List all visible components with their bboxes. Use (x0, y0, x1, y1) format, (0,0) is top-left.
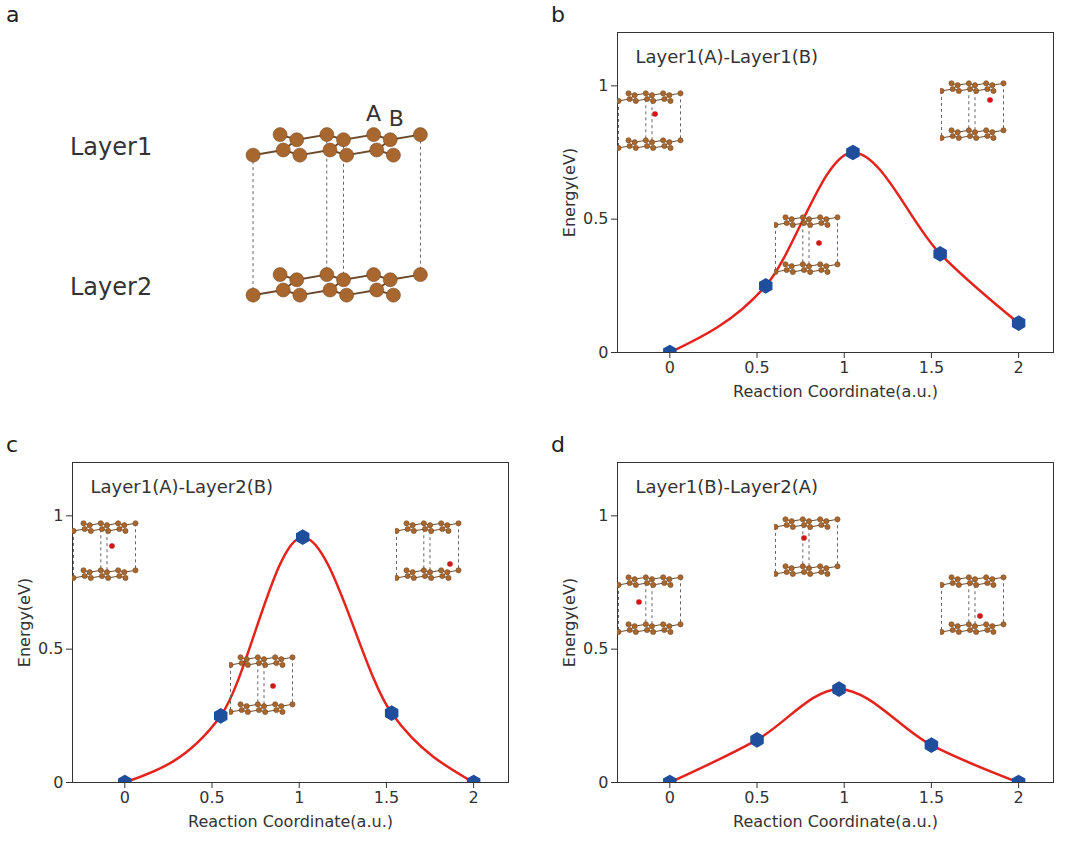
svg-text:1.5: 1.5 (374, 788, 399, 807)
svg-text:Layer1(B)-Layer2(A): Layer1(B)-Layer2(A) (636, 476, 819, 497)
svg-text:Layer2: Layer2 (70, 273, 152, 301)
svg-text:Energy(eV): Energy(eV) (15, 578, 34, 667)
svg-text:A: A (366, 101, 381, 126)
svg-text:Reaction Coordinate(a.u.): Reaction Coordinate(a.u.) (733, 382, 938, 401)
svg-text:0: 0 (665, 358, 675, 377)
svg-text:0: 0 (665, 788, 675, 807)
svg-text:0.5: 0.5 (583, 209, 608, 228)
svg-text:Layer1: Layer1 (70, 133, 152, 161)
svg-text:Reaction Coordinate(a.u.): Reaction Coordinate(a.u.) (733, 812, 938, 831)
svg-text:0: 0 (53, 773, 63, 792)
svg-text:2: 2 (469, 788, 479, 807)
svg-text:1.5: 1.5 (919, 358, 944, 377)
svg-text:Layer1(A)-Layer2(B): Layer1(A)-Layer2(B) (91, 476, 274, 497)
svg-text:1: 1 (294, 788, 304, 807)
html-text:d: d (551, 432, 565, 457)
html-text:b: b (551, 2, 565, 27)
html-text:c: c (6, 432, 19, 457)
svg-text:1: 1 (839, 358, 849, 377)
svg-text:Reaction Coordinate(a.u.): Reaction Coordinate(a.u.) (188, 812, 393, 831)
svg-text:1.5: 1.5 (919, 788, 944, 807)
svg-text:0.5: 0.5 (199, 788, 224, 807)
svg-text:0: 0 (598, 343, 608, 362)
svg-text:0.5: 0.5 (744, 788, 769, 807)
svg-text:1: 1 (839, 788, 849, 807)
svg-text:0.5: 0.5 (744, 358, 769, 377)
svg-text:0.5: 0.5 (583, 639, 608, 658)
svg-text:2: 2 (1014, 788, 1024, 807)
svg-text:2: 2 (1014, 358, 1024, 377)
svg-text:Energy(eV): Energy(eV) (560, 578, 579, 667)
svg-text:B: B (389, 106, 404, 131)
svg-text:0: 0 (598, 773, 608, 792)
svg-text:Layer1(A)-Layer1(B): Layer1(A)-Layer1(B) (636, 46, 819, 67)
svg-text:Energy(eV): Energy(eV) (560, 148, 579, 237)
svg-text:0.5: 0.5 (38, 639, 63, 658)
svg-text:1: 1 (598, 76, 608, 95)
svg-text:1: 1 (598, 506, 608, 525)
svg-text:0: 0 (120, 788, 130, 807)
html-text:a: a (6, 2, 20, 27)
svg-text:1: 1 (53, 506, 63, 525)
